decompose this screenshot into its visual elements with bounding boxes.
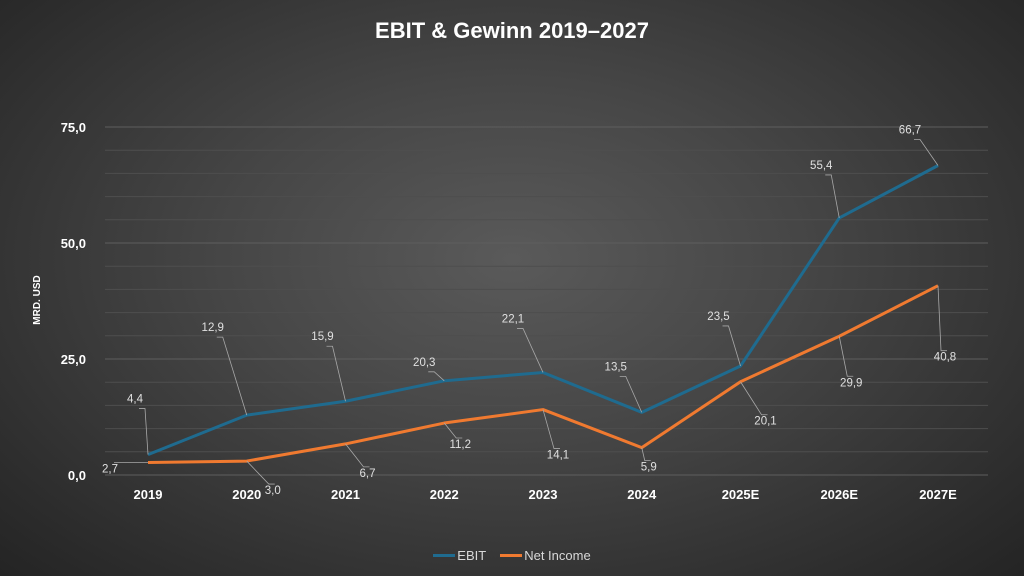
- x-tick-label: 2024: [627, 487, 657, 502]
- data-label: 22,1: [502, 313, 524, 325]
- x-tick-label: 2020: [232, 487, 261, 502]
- data-label: 40,8: [934, 352, 956, 364]
- data-label: 5,9: [641, 462, 657, 474]
- x-tick-label: 2026E: [820, 487, 858, 502]
- data-label: 13,5: [605, 361, 627, 373]
- data-label: 23,5: [707, 311, 729, 323]
- series-line-ebit: [147, 164, 939, 456]
- leader-line: [937, 285, 947, 352]
- data-label: 6,7: [360, 468, 376, 480]
- x-tick-label: 2023: [529, 487, 558, 502]
- y-tick-label: 50,0: [61, 236, 86, 251]
- leader-line: [246, 460, 275, 485]
- data-label: 3,0: [265, 485, 281, 497]
- data-label: 4,4: [127, 394, 144, 406]
- legend-swatch-net-income: [500, 554, 523, 557]
- y-tick-label: 25,0: [61, 352, 86, 367]
- legend-item-net-income: Net Income: [500, 548, 591, 563]
- legend-swatch-ebit: [433, 554, 456, 557]
- leader-line: [825, 174, 840, 219]
- data-label: 15,9: [311, 331, 333, 343]
- x-tick-label: 2022: [430, 487, 459, 502]
- leader-line: [838, 336, 854, 377]
- leader-line: [542, 409, 560, 449]
- leader-line: [139, 408, 149, 455]
- data-label: 55,4: [810, 160, 833, 172]
- data-label: 29,9: [840, 377, 862, 389]
- y-tick-label: 0,0: [68, 468, 86, 483]
- data-label: 66,7: [899, 125, 921, 137]
- leader-line: [326, 345, 346, 402]
- legend-label-net-income: Net Income: [524, 548, 591, 563]
- leader-line: [517, 328, 544, 373]
- chart-title: EBIT & Gewinn 2019–2027: [375, 18, 649, 43]
- data-label: 12,9: [202, 322, 224, 334]
- leader-line: [722, 325, 741, 367]
- y-tick-label: 75,0: [61, 120, 86, 135]
- x-tick-label: 2019: [134, 487, 163, 502]
- y-axis-label: MRD. USD: [32, 275, 43, 324]
- data-label: 20,3: [413, 357, 435, 369]
- data-label: 20,1: [754, 416, 776, 428]
- leader-line: [641, 447, 651, 462]
- x-tick-label: 2021: [331, 487, 360, 502]
- x-tick-label: 2025E: [722, 487, 760, 502]
- x-tick-label: 2027E: [919, 487, 957, 502]
- leader-line: [619, 375, 643, 413]
- leader-line: [740, 381, 768, 416]
- data-label: 14,1: [547, 450, 569, 462]
- leader-line: [428, 371, 445, 382]
- legend: EBIT Net Income: [0, 548, 1024, 563]
- leader-line: [443, 422, 463, 439]
- leader-line: [345, 443, 370, 468]
- leader-line: [914, 139, 939, 166]
- data-label: 11,2: [449, 439, 471, 451]
- data-label: 2,7: [102, 463, 118, 475]
- legend-label-ebit: EBIT: [457, 548, 487, 563]
- leader-line: [216, 336, 248, 416]
- legend-item-ebit: EBIT: [433, 548, 486, 563]
